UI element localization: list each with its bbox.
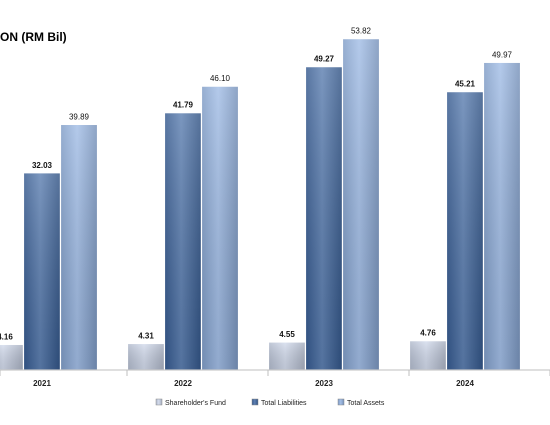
labels-layer: 4.16 32.03 39.89 4.31 41.79 46.10 4.55 49.27 53.… xyxy=(0,27,513,342)
bar-shading xyxy=(165,113,201,370)
value-label-total-assets-2023: 53.82 xyxy=(351,27,372,36)
value-label-total-assets-2021: 39.89 xyxy=(69,112,90,121)
bar-shading xyxy=(410,341,446,370)
bar-shading xyxy=(61,125,97,370)
x-tick-label-2021: 2021 xyxy=(33,379,51,388)
bar-shading xyxy=(447,92,483,370)
value-label-total-liabilities-2024: 45.21 xyxy=(455,80,476,89)
legend-label-total-assets: Total Assets xyxy=(347,400,385,407)
bars-layer xyxy=(0,38,522,371)
value-label-total-liabilities-2023: 49.27 xyxy=(314,55,335,64)
chart-title: ON (RM Bil) xyxy=(0,30,67,44)
categories-layer: 2021 2022 2023 2024 xyxy=(0,370,550,388)
bar-shading xyxy=(343,39,379,370)
bar-shading xyxy=(269,342,305,370)
legend-label-total-liabilities: Total Liabilities xyxy=(261,400,307,407)
bar-shading xyxy=(202,86,238,370)
x-tick-label-2022: 2022 xyxy=(174,379,192,388)
value-label-shareholders-fund-2023: 4.55 xyxy=(279,330,295,339)
legend-swatch-shareholders-fund xyxy=(155,398,163,406)
x-tick-label-2024: 2024 xyxy=(456,379,474,388)
value-label-total-liabilities-2022: 41.79 xyxy=(173,101,194,110)
bar-shading xyxy=(484,62,520,370)
legend-label-shareholders-fund: Shareholder's Fund xyxy=(165,400,226,407)
value-label-shareholders-fund-2024: 4.76 xyxy=(420,329,436,338)
value-label-total-assets-2024: 49.97 xyxy=(492,50,513,59)
legend: Shareholder's Fund Total Liabilities Total… xyxy=(155,398,385,407)
value-label-total-assets-2022: 46.10 xyxy=(210,74,231,83)
bar-shading xyxy=(128,344,164,370)
legend-swatch-total-assets xyxy=(337,398,345,406)
bar-shading xyxy=(306,67,342,370)
value-label-shareholders-fund-2022: 4.31 xyxy=(138,331,154,340)
bar-shading xyxy=(24,173,60,370)
x-tick-label-2023: 2023 xyxy=(315,379,333,388)
legend-swatch-total-liabilities xyxy=(251,398,259,406)
value-label-shareholders-fund-2021: 4.16 xyxy=(0,332,13,341)
bar-shading xyxy=(0,344,23,370)
value-label-total-liabilities-2021: 32.03 xyxy=(32,161,53,170)
